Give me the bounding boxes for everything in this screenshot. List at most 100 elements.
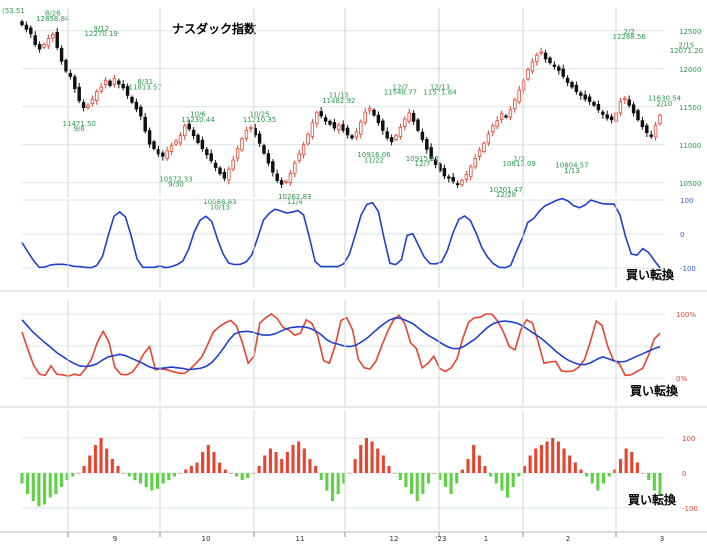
candle-body (411, 112, 416, 122)
candle-body (543, 52, 548, 60)
price-annotation: 2/15 (679, 42, 695, 50)
candle-body (645, 125, 649, 134)
price-tick-label: 12500 (679, 28, 701, 36)
histogram-bar (314, 466, 318, 473)
candle-body (205, 149, 209, 156)
candle-body (658, 114, 662, 125)
histogram-bar (110, 459, 114, 473)
histogram-bar (246, 473, 250, 479)
histogram-bar (455, 473, 459, 484)
histogram-bar (466, 459, 470, 473)
candle-body (319, 111, 323, 117)
histogram-bar (122, 473, 126, 474)
price-annotation: 2/2 (624, 28, 635, 36)
candle-body (279, 180, 284, 185)
candle-body (213, 162, 218, 168)
histogram-bar (144, 473, 148, 487)
candle-body (433, 159, 438, 165)
candle-body (350, 135, 354, 139)
candle-body (174, 140, 178, 145)
candle-body (526, 69, 530, 80)
chart-title: ナスダック指数 (172, 21, 257, 36)
histogram-bar (415, 473, 419, 501)
oscillator-panel: 100 0 -100 買い転換 (0, 197, 707, 292)
candle-body (416, 119, 420, 131)
histogram-bar (20, 473, 24, 484)
stochastic-line (21, 316, 661, 371)
histogram-bar (31, 473, 35, 501)
histogram-bar (601, 473, 606, 484)
histogram-bar (26, 473, 30, 494)
histogram-bar (88, 455, 92, 473)
candle-body (482, 142, 486, 152)
histogram-bar (206, 445, 210, 473)
candle-body (570, 82, 574, 88)
candle-body (200, 139, 205, 150)
candle-body (495, 120, 499, 128)
histogram-bar (477, 455, 481, 473)
price-annotation: 12/28 (496, 191, 516, 199)
histogram-bar (528, 455, 532, 473)
candle-body (231, 159, 235, 170)
histogram-tick-label: 0 (682, 470, 686, 478)
candle-body (447, 176, 451, 179)
candle-body (55, 31, 59, 48)
histogram-tick-label: 100 (682, 435, 695, 443)
price-annotation: 10804.57 (555, 162, 588, 170)
candle-body (222, 171, 227, 179)
histogram-bar (116, 466, 120, 473)
histogram-bar (325, 473, 329, 491)
candle-body (301, 144, 306, 156)
histogram-bar (155, 473, 160, 489)
candle-body (460, 180, 464, 186)
histogram-bar (71, 473, 75, 477)
candle-body (218, 167, 222, 175)
candle-body (249, 126, 253, 129)
price-annotation: 11/15 (329, 92, 349, 100)
candle-body (473, 158, 477, 168)
candle-body (442, 167, 447, 177)
candle-body (64, 59, 68, 72)
candle-body (68, 72, 73, 77)
price-annotation: 11/22 (364, 156, 384, 164)
histogram-bar (562, 448, 566, 473)
candle-body (574, 84, 579, 93)
candle-body (359, 121, 363, 135)
histogram-bar (364, 438, 368, 473)
price-annotation: 9/30 (168, 181, 184, 189)
candle-body (530, 61, 535, 72)
candle-body (508, 109, 513, 118)
month-label: 9 (113, 535, 117, 543)
candle-body (139, 106, 143, 117)
price-annotation: 2/10 (657, 100, 673, 108)
candle-body (535, 54, 539, 62)
candle-body (477, 149, 482, 158)
histogram-bar (585, 473, 589, 477)
candle-body (385, 131, 389, 139)
price-annotation: 12270.19 (84, 30, 117, 38)
candle-body (130, 96, 134, 103)
candle-body (587, 96, 592, 102)
oscillator-tick-label: 0 (680, 231, 684, 239)
histogram-bar (167, 473, 171, 480)
histogram-bar (387, 466, 391, 473)
candle-body (609, 116, 614, 121)
histogram-bar (539, 445, 543, 473)
candle-body (601, 111, 605, 115)
price-annotation: 10/6 (190, 111, 206, 119)
histogram-bar (189, 466, 193, 473)
histogram-bar (404, 473, 408, 487)
histogram-bar (54, 473, 58, 494)
candle-body (99, 86, 103, 92)
histogram-bar (229, 473, 233, 474)
candle-body (271, 161, 275, 173)
candle-body (77, 86, 81, 102)
candle-body (596, 103, 601, 111)
candle-body (341, 124, 345, 131)
histogram-bar (93, 445, 97, 473)
histogram-bar (268, 448, 272, 473)
histogram-bar (596, 473, 600, 491)
price-annotation: 12/7 (393, 83, 409, 91)
month-label: 10 (202, 535, 211, 543)
price-annotation: 10/13 (210, 203, 230, 211)
